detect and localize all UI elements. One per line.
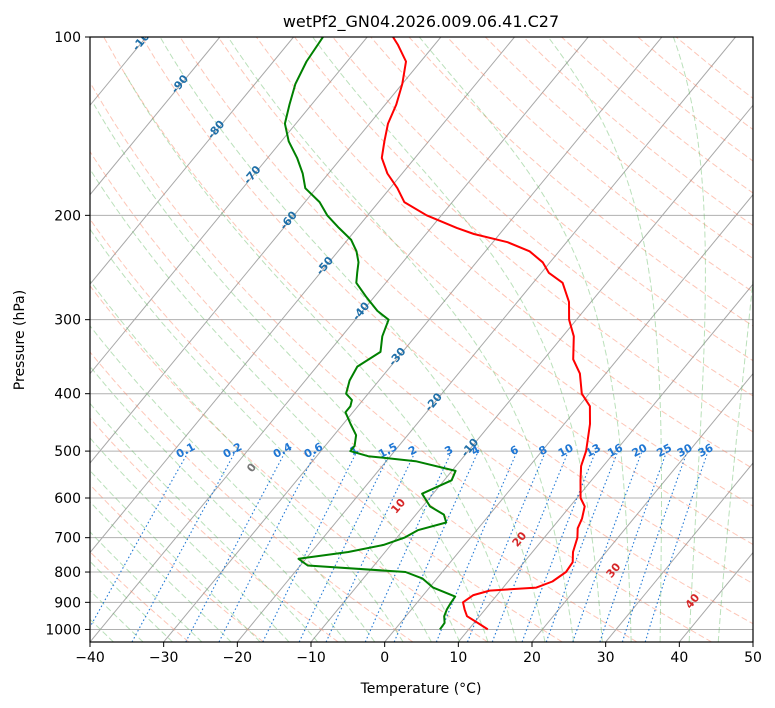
dry-adiabat-line	[90, 551, 190, 642]
isotherm-line	[90, 37, 589, 642]
mixing-ratio-label: 30	[675, 441, 695, 460]
x-tick-label: 50	[744, 650, 762, 666]
y-tick-label: 900	[54, 595, 81, 611]
dewpoint-profile	[283, 37, 457, 630]
background-lines	[90, 37, 753, 642]
moist-adiabat-line	[90, 469, 261, 642]
dry-adiabat-line	[294, 37, 753, 433]
dry-adiabat-line	[90, 351, 414, 642]
dry-adiabat-line	[141, 37, 753, 585]
moist-adiabat-line	[418, 37, 632, 642]
y-tick-label: 800	[54, 565, 81, 581]
plot-frame	[89, 36, 754, 643]
dry-adiabat-line	[90, 218, 563, 642]
dry-adiabat-line	[103, 37, 753, 625]
dry-adiabat-line	[179, 37, 753, 546]
y-tick-label: 400	[54, 387, 81, 403]
x-tick-label: −20	[223, 650, 253, 666]
moist-adiabat-line	[227, 37, 575, 642]
mixing-ratio-line	[131, 450, 237, 642]
isotherm-line	[90, 37, 442, 464]
x-tick-label: −10	[296, 650, 326, 666]
dry-adiabat-line	[90, 81, 712, 642]
x-tick-label: −40	[75, 650, 105, 666]
mixing-ratio-label: 10	[556, 441, 576, 460]
x-axis-label: Temperature (°C)	[360, 681, 482, 697]
x-tick-label: −30	[149, 650, 179, 666]
isotherm-line	[163, 37, 663, 642]
y-axis-ticks: 100 200 300 400 500 600 700 800 900 1000	[45, 30, 90, 638]
y-tick-label: 1000	[45, 622, 81, 638]
moist-adiabat-line	[90, 531, 203, 642]
moist-adiabat-line	[672, 37, 706, 642]
moist-adiabat-line	[90, 365, 347, 642]
mixing-ratio-line	[90, 450, 190, 629]
x-axis-ticks: −40 −30 −20 −10 0 10 20 30 40 50	[75, 642, 762, 666]
moist-adiabat-line	[90, 279, 404, 642]
isotherm-line	[236, 37, 736, 642]
mixing-ratio-line	[572, 450, 643, 642]
isotherm-line	[90, 37, 368, 375]
x-tick-label: 30	[597, 650, 615, 666]
moist-adiabat-line	[90, 501, 232, 642]
dry-adiabat-line	[90, 483, 264, 642]
chart-title: wetPf2_GN04.2026.009.06.41.C27	[283, 12, 559, 32]
mixing-ratio-line	[491, 450, 570, 642]
y-tick-label: 100	[54, 30, 81, 46]
moist-adiabat-line	[90, 168, 461, 642]
isotherm-line	[90, 37, 294, 285]
mixing-ratio-line	[521, 450, 597, 642]
mixing-ratio-line	[644, 450, 709, 642]
mixing-ratio-line	[545, 450, 619, 642]
mixing-ratio-line	[621, 450, 688, 642]
y-tick-label: 500	[54, 444, 81, 460]
mixing-ratio-line	[393, 450, 479, 642]
x-tick-label: 0	[380, 650, 389, 666]
mixing-ratio-label: 36	[696, 441, 716, 460]
isotherm-line	[531, 372, 753, 642]
mixing-ratio-label: 13	[583, 441, 603, 460]
isotherm-line	[605, 462, 753, 642]
mixing-ratio-line	[466, 450, 547, 642]
dry-adiabat-line	[217, 37, 753, 507]
dry-adiabat-line	[90, 150, 638, 642]
moist-adiabat-line	[90, 589, 144, 642]
isotherm-line	[90, 37, 515, 554]
mixing-ratio-line	[262, 450, 358, 642]
mixing-ratio-line	[599, 450, 668, 642]
x-tick-label: 10	[449, 650, 467, 666]
moist-adiabat-line	[159, 37, 546, 642]
x-tick-label: 20	[523, 650, 541, 666]
plot-area	[90, 37, 753, 642]
y-tick-label: 600	[54, 491, 81, 507]
y-tick-label: 300	[54, 313, 81, 329]
moist-adiabat-line	[93, 104, 489, 642]
mixing-ratio-line	[364, 450, 453, 642]
isotherm-line	[457, 283, 753, 642]
mixing-ratio-label: 16	[605, 441, 625, 460]
mixing-ratio-label: 20	[630, 441, 650, 460]
moist-adiabat-line	[90, 437, 290, 642]
moist-adiabat-line	[124, 72, 517, 642]
moist-adiabat-line	[90, 402, 319, 642]
dry-adiabat-line	[332, 37, 753, 397]
y-tick-label: 200	[54, 208, 81, 224]
mixing-ratio-label: 25	[654, 441, 674, 460]
moist-adiabat-line	[547, 37, 662, 642]
dry-adiabat-line	[408, 37, 753, 327]
isotherm-line	[90, 37, 221, 196]
moist-adiabat-line	[90, 560, 173, 642]
moist-adiabat-line	[90, 325, 376, 642]
sounding-profiles	[283, 37, 591, 631]
x-tick-label: 40	[670, 650, 688, 666]
isotherm-line	[384, 193, 753, 642]
moist-adiabat-line	[312, 37, 603, 642]
temperature-profile	[380, 37, 591, 631]
moist-adiabat-line	[90, 228, 432, 642]
y-axis-label: Pressure (hPa)	[12, 290, 28, 390]
dry-adiabat-line	[90, 284, 488, 642]
mixing-ratio-line	[435, 450, 518, 642]
y-tick-label: 700	[54, 531, 81, 547]
